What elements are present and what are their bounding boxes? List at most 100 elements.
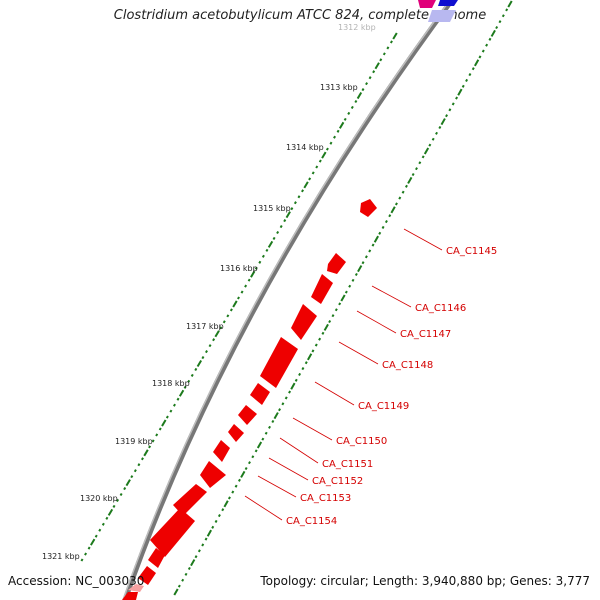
scale-tick-inner xyxy=(268,425,271,429)
scale-tick-outer xyxy=(293,201,297,205)
scale-tick-outer xyxy=(98,528,102,532)
gene-arrow[interactable] xyxy=(138,566,156,585)
scale-tick-inner xyxy=(298,372,302,376)
scale-tick-outer xyxy=(212,338,216,342)
scale-tick-inner xyxy=(388,214,392,218)
scale-tick-inner xyxy=(294,378,298,382)
scale-tick-inner xyxy=(418,161,422,165)
gene-arrow[interactable] xyxy=(228,424,244,442)
scale-tick-inner xyxy=(273,412,279,420)
scale-tick-outer xyxy=(321,151,327,159)
scale-tick-outer xyxy=(165,415,169,419)
scale-tick-inner xyxy=(211,525,215,529)
scale-tick-outer xyxy=(382,52,386,56)
scale-tick-outer xyxy=(130,475,134,479)
gene-label[interactable]: CA_C1146 xyxy=(415,303,466,314)
gene-label[interactable]: CA_C1154 xyxy=(286,516,337,527)
scale-tick-outer xyxy=(258,260,262,264)
scale-tick-inner xyxy=(284,396,288,400)
scale-tick-outer xyxy=(161,419,167,427)
scale-tick-inner xyxy=(457,88,463,96)
gene-arrow[interactable] xyxy=(311,274,333,304)
gene-label[interactable]: CA_C1148 xyxy=(382,360,433,371)
scale-tick-inner xyxy=(411,172,415,177)
gene-label[interactable]: CA_C1145 xyxy=(446,246,497,257)
scale-tick-inner xyxy=(423,147,430,155)
scale-tick-inner xyxy=(304,361,308,365)
scale-tick-inner xyxy=(354,272,358,277)
gene-leader-line xyxy=(314,381,355,406)
scale-tick-outer xyxy=(297,195,301,199)
scale-tick-outer xyxy=(232,300,238,308)
scale-tick-inner xyxy=(338,302,342,306)
gene-label[interactable]: CA_C1149 xyxy=(358,401,409,412)
gene-label[interactable]: CA_C1151 xyxy=(322,459,373,470)
gene-leader-line xyxy=(292,417,333,441)
scale-tick-inner xyxy=(415,167,418,171)
scale-tick-outer xyxy=(229,308,233,312)
scale-tick-outer xyxy=(267,240,274,248)
gene-arrow[interactable] xyxy=(200,461,226,488)
scale-tick-outer xyxy=(283,219,287,223)
scale-tick-inner xyxy=(281,402,285,406)
scale-tick-inner xyxy=(474,59,480,67)
scale-tick-inner xyxy=(173,588,179,596)
gene-leader-line xyxy=(268,457,309,481)
scale-tick-outer xyxy=(272,236,276,240)
scale-tick-outer xyxy=(84,552,88,556)
scale-tick-inner xyxy=(331,314,335,318)
gene-label[interactable]: CA_C1150 xyxy=(336,436,387,447)
scale-tick-outer xyxy=(155,433,159,437)
scale-tick-inner xyxy=(318,337,322,341)
scale-tick-inner xyxy=(371,243,375,247)
scale-tick-outer xyxy=(244,284,248,288)
gene-arrow[interactable] xyxy=(327,253,346,274)
kbp-tick-label: 1315 kbp xyxy=(253,204,291,213)
scale-tick-outer xyxy=(279,225,283,229)
gene-label[interactable]: CA_C1147 xyxy=(400,329,451,340)
gene-arrow[interactable] xyxy=(173,484,207,516)
feature-bottom-pink xyxy=(128,584,144,592)
kbp-tick-label: 1320 kbp xyxy=(80,494,118,503)
scale-tick-inner xyxy=(314,343,318,347)
scale-tick-outer xyxy=(143,449,149,457)
scale-tick-inner xyxy=(445,114,449,118)
gene-arrow[interactable] xyxy=(238,405,257,425)
gene-arrow[interactable] xyxy=(213,440,230,462)
gene-arrow[interactable] xyxy=(250,383,270,405)
scale-tick-outer xyxy=(226,314,230,318)
scale-tick-inner xyxy=(498,20,502,24)
scale-tick-inner xyxy=(451,102,455,106)
scale-tick-inner xyxy=(378,231,382,235)
gene-arrow[interactable] xyxy=(360,199,377,217)
scale-tick-inner xyxy=(471,67,475,71)
scale-tick-outer xyxy=(343,117,347,121)
gene-arrow[interactable] xyxy=(148,548,165,568)
scale-tick-outer xyxy=(354,99,358,104)
scale-tick-inner xyxy=(384,220,388,224)
scale-tick-inner xyxy=(364,255,368,259)
scale-tick-inner xyxy=(278,408,282,412)
gene-arrow[interactable] xyxy=(291,304,317,340)
scale-tick-inner xyxy=(401,190,405,194)
scale-tick-outer xyxy=(214,330,220,338)
scale-tick-outer xyxy=(303,181,309,189)
scale-tick-inner xyxy=(394,202,398,206)
scale-tick-outer xyxy=(208,344,212,348)
gene-leader-line xyxy=(338,341,379,365)
gene-arrow[interactable] xyxy=(150,508,195,557)
scale-tick-inner xyxy=(488,37,492,41)
scale-tick-inner xyxy=(223,500,229,508)
scale-tick-inner xyxy=(301,367,305,371)
kbp-tick-label: 1317 kbp xyxy=(186,322,224,331)
scale-tick-outer xyxy=(201,356,205,360)
scale-tick-outer xyxy=(338,121,345,129)
scale-tick-inner xyxy=(328,319,332,324)
scale-tick-outer xyxy=(311,171,315,175)
scale-tick-inner xyxy=(495,25,499,30)
gene-label[interactable]: CA_C1153 xyxy=(300,493,351,504)
gene-arrow[interactable] xyxy=(260,337,298,388)
scale-tick-inner xyxy=(368,249,372,253)
scale-tick-inner xyxy=(507,0,513,8)
gene-label[interactable]: CA_C1152 xyxy=(312,476,363,487)
